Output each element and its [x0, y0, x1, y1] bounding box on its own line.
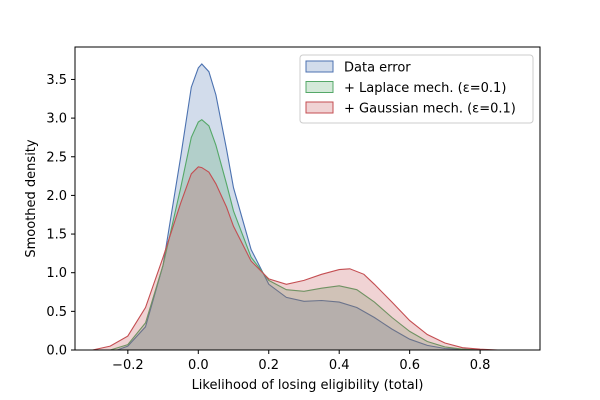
series-fill-1 [110, 119, 505, 350]
y-tick-label: 3.0 [46, 112, 67, 127]
y-tick-label: 0.0 [46, 344, 67, 359]
x-axis-ticks: −0.2 0.0 0.2 0.4 0.6 0.8 [112, 350, 490, 373]
legend-swatch-0 [305, 60, 334, 73]
y-tick-label: 1.5 [46, 228, 67, 243]
x-tick-label: −0.2 [112, 358, 144, 373]
legend-label-0: Data error [344, 61, 411, 76]
y-tick-label: 1.0 [46, 266, 67, 281]
y-tick-label: 3.5 [46, 73, 67, 88]
legend-label-2: + Gaussian mech. (ε=0.1) [344, 102, 516, 117]
y-tick-label: 2.5 [46, 150, 67, 165]
series-fill-0 [117, 64, 495, 350]
legend-swatch-1 [305, 81, 334, 93]
x-tick-label: 0.8 [470, 358, 491, 373]
series-line-2 [92, 166, 526, 351]
series-fill-2 [92, 166, 526, 350]
series-line-1 [110, 119, 505, 351]
x-axis-label: Likelihood of losing eligibility (total) [192, 378, 424, 393]
legend-label-1: + Laplace mech. (ε=0.1) [344, 81, 506, 96]
x-tick-label: 0.2 [258, 358, 279, 373]
y-axis-ticks: 0.0 0.5 1.0 1.5 2.0 2.5 3.0 3.5 [46, 73, 75, 359]
x-tick-label: 0.0 [188, 358, 209, 373]
y-axis-label: Smoothed density [24, 139, 39, 258]
legend: Data error + Laplace mech. (ε=0.1) + Gauss… [299, 54, 534, 124]
legend-box [299, 54, 534, 124]
x-tick-label: 0.4 [329, 358, 350, 373]
y-tick-label: 0.5 [46, 305, 67, 320]
series-line-0 [117, 63, 495, 351]
plot-frame [74, 46, 541, 351]
density-areas [92, 63, 526, 351]
x-tick-label: 0.6 [399, 358, 420, 373]
legend-swatch-2 [305, 101, 334, 114]
y-tick-label: 2.0 [46, 189, 67, 204]
